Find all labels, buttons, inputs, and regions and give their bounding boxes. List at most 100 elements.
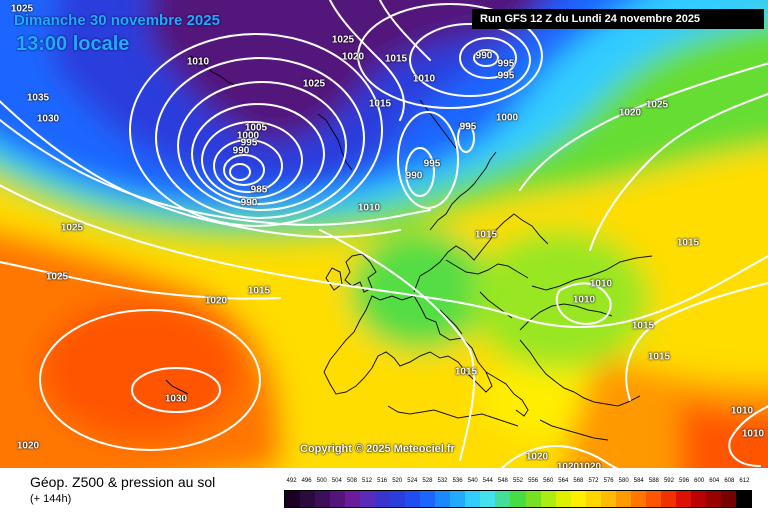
isobar-pressure-label: 1015 (247, 285, 271, 297)
isobar-pressure-label: 1010 (730, 405, 754, 417)
isobar-pressure-label: 990 (475, 50, 493, 62)
legend-swatch (540, 491, 556, 507)
legend-label: 576 (603, 478, 614, 484)
isobar-pressure-label: 1020 (556, 461, 580, 469)
legend-label: 524 (407, 478, 418, 484)
isobar-pressure-label: 1025 (331, 34, 355, 46)
forecast-local-time: 13:00 locale (16, 33, 130, 55)
legend-label: 568 (573, 478, 584, 484)
legend-label: 516 (377, 478, 388, 484)
legend-label: 580 (618, 478, 629, 484)
legend-label: 588 (648, 478, 659, 484)
legend-swatch (435, 491, 451, 507)
copyright-text: Copyright © 2025 Meteociel.fr (300, 443, 455, 455)
legend-swatch (480, 491, 496, 507)
isobar-pressure-label: 1000 (495, 112, 519, 124)
isobar-pressure-label: 1015 (647, 351, 671, 363)
geopotential-field (0, 0, 768, 468)
legend-label: 564 (558, 478, 569, 484)
legend-label: 492 (286, 478, 297, 484)
isobar-pressure-label: 1030 (164, 393, 188, 405)
isobar-pressure-label: 1015 (676, 237, 700, 249)
isobar-pressure-label: 1020 (16, 440, 40, 452)
isobar-pressure-label: 995 (459, 121, 477, 133)
legend-swatch (720, 491, 736, 507)
isobar-pressure-label: 1010 (412, 73, 436, 85)
legend-label: 600 (694, 478, 705, 484)
legend-swatch (585, 491, 601, 507)
legend-swatch (660, 491, 676, 507)
legend-label: 500 (316, 478, 327, 484)
legend-label: 508 (346, 478, 357, 484)
legend-swatch (345, 491, 361, 507)
isobar-pressure-label: 1020 (525, 451, 549, 463)
legend-label: 612 (739, 478, 750, 484)
legend-swatch (600, 491, 616, 507)
legend-swatch (300, 491, 316, 507)
isobar-pressure-label: 1025 (10, 3, 34, 15)
legend-swatch (705, 491, 721, 507)
legend-label: 504 (331, 478, 342, 484)
legend-label: 544 (482, 478, 493, 484)
legend-label: 560 (543, 478, 554, 484)
isobar-pressure-label: 1025 (60, 222, 84, 234)
isobar-pressure-label: 1015 (384, 53, 408, 65)
legend-label: 556 (528, 478, 539, 484)
isobar-pressure-label: 985 (250, 184, 268, 196)
isobar-pressure-label: 1030 (36, 113, 60, 125)
legend-label: 496 (301, 478, 312, 484)
legend-label: 540 (467, 478, 478, 484)
legend-label: 596 (679, 478, 690, 484)
color-legend: 492 496 500 504 508 512 516 520 524 528 532 536 540 5… (284, 478, 752, 508)
isobar-pressure-label: 1010 (589, 278, 613, 290)
legend-label: 548 (497, 478, 508, 484)
forecast-date: Dimanche 30 novembre 2025 (14, 12, 220, 29)
isobar-pressure-label: 1025 (302, 78, 326, 90)
legend-label: 512 (362, 478, 373, 484)
legend-swatch (315, 491, 331, 507)
isobar-pressure-label: 1005 (244, 122, 268, 134)
isobar-pressure-label: 1020 (618, 107, 642, 119)
legend-swatch (615, 491, 631, 507)
legend-swatch (675, 491, 691, 507)
isobar-pressure-label: 995 (497, 70, 515, 82)
legend-label: 520 (392, 478, 403, 484)
legend-label: 604 (709, 478, 720, 484)
isobar-pressure-label: 1010 (572, 294, 596, 306)
isobar-pressure-label: 995 (497, 58, 515, 70)
isobar-pressure-label: 995 (423, 158, 441, 170)
isobar-pressure-label: 1025 (45, 271, 69, 283)
isobar-pressure-label: 1020 (341, 51, 365, 63)
legend-label: 608 (724, 478, 735, 484)
legend-swatch (630, 491, 646, 507)
legend-label: 592 (663, 478, 674, 484)
isobar-pressure-label: 990 (232, 145, 250, 157)
legend-swatch (525, 491, 541, 507)
map-product-title: Géop. Z500 & pression au sol (30, 474, 216, 490)
isobar-pressure-label: 1020 (204, 295, 228, 307)
legend-label: 536 (452, 478, 463, 484)
legend-swatch (285, 491, 301, 507)
legend-swatch (330, 491, 346, 507)
run-info-box: Run GFS 12 Z du Lundi 24 novembre 2025 (472, 9, 764, 29)
forecast-offset: (+ 144h) (30, 493, 72, 505)
isobar-pressure-label: 1025 (645, 99, 669, 111)
legend-swatch (645, 491, 661, 507)
legend-label: 572 (588, 478, 599, 484)
isobar-pressure-label: 1010 (186, 56, 210, 68)
legend-swatch (465, 491, 481, 507)
isobar-pressure-label: 1000 (236, 130, 260, 142)
isobar-pressure-label: 990 (405, 170, 423, 182)
legend-label: 532 (437, 478, 448, 484)
isobar-pressure-label: 1020 (578, 461, 602, 469)
legend-color-bar (284, 490, 752, 508)
isobar-pressure-label: 990 (240, 197, 258, 209)
legend-swatch (510, 491, 526, 507)
legend-swatch (405, 491, 421, 507)
isobar-pressure-label: 1015 (631, 320, 655, 332)
legend-swatch (375, 491, 391, 507)
legend-swatch (555, 491, 571, 507)
legend-label: 552 (512, 478, 524, 484)
isobar-pressure-label: 995 (240, 137, 258, 149)
